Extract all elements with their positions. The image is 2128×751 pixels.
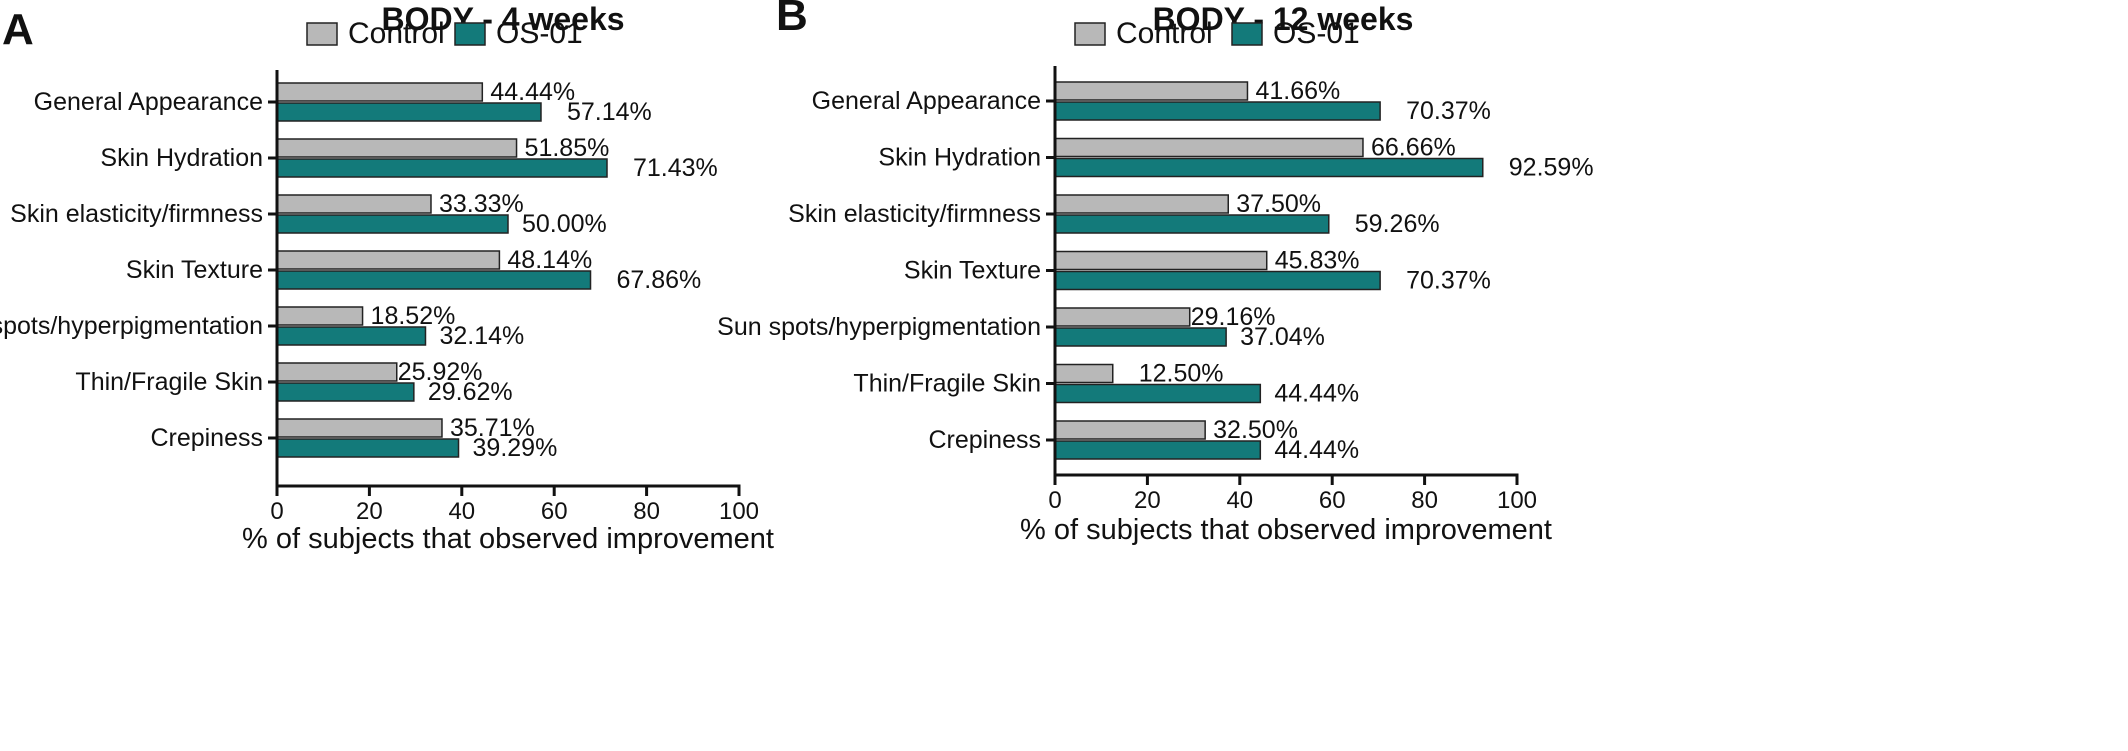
panel-a-title: BODY - 4 weeks — [381, 1, 624, 37]
panel-b-x-tick-label: 20 — [1134, 487, 1161, 514]
panel-a-x-tick-label: 40 — [448, 498, 475, 525]
panel-a-category-label: General Appearance — [34, 88, 263, 116]
panel-a-bar-control — [276, 82, 484, 102]
panel-b-category-label: Skin elasticity/firmness — [788, 200, 1041, 228]
panel-a-data-label: 35.71% — [450, 414, 535, 442]
panel-b-bar-control — [1054, 81, 1249, 101]
panel-b-data-label: 37.50% — [1236, 190, 1321, 218]
panel-b-bar-os01 — [1054, 101, 1381, 121]
panel-a-bar-os01 — [276, 102, 542, 122]
panel-a-data-label: 29.62% — [428, 378, 513, 406]
panel-b-legend-label-0: Control — [1116, 17, 1213, 50]
panel-b-x-tick-label: 60 — [1319, 487, 1346, 514]
panel-b-bar-os01 — [1054, 440, 1262, 460]
panel-b-bar-control — [1054, 363, 1114, 384]
panel-b-data-label: 66.66% — [1371, 134, 1456, 162]
panel-a-bar-os01 — [276, 438, 460, 458]
panel-b-bar-os01 — [1054, 327, 1227, 347]
panel-b-legend-swatch-0 — [1074, 22, 1106, 46]
panel-b-data-label: 59.26% — [1355, 210, 1440, 238]
panel-a-bar-control — [276, 194, 432, 214]
panel-b-data-label: 44.44% — [1274, 436, 1359, 464]
panel-b-x-tick-label: 0 — [1048, 487, 1061, 514]
panel-a-bar-os01 — [276, 158, 608, 178]
panel-b-data-label: 45.83% — [1275, 247, 1360, 275]
panel-a-data-label: 48.14% — [507, 246, 592, 274]
panel-b-data-label: 41.66% — [1255, 77, 1340, 105]
panel-b-bar-control — [1054, 137, 1364, 158]
panel-b-bar-os01 — [1054, 270, 1381, 291]
panel-a-x-tick-label: 0 — [270, 498, 283, 525]
panel-a-x-axis-title: % of subjects that observed improvement — [242, 523, 774, 555]
panel-b-data-label: 70.37% — [1406, 267, 1491, 295]
panel-a-legend-swatch-1 — [454, 22, 486, 46]
panel-a-x-tick-label: 20 — [356, 498, 383, 525]
panel-a-legend-swatch-0 — [306, 22, 338, 46]
panel-b-bar-control — [1054, 250, 1268, 271]
panel-a-data-label: 50.00% — [522, 210, 607, 238]
panel-a-bar-control — [276, 250, 501, 270]
panel-a-data-label: 51.85% — [525, 134, 610, 162]
panel-a-bar-control — [276, 418, 443, 438]
panel-b-x-tick-label: 100 — [1497, 487, 1537, 514]
panel-a-x-tick-label: 100 — [719, 498, 759, 525]
panel-a-bar-os01 — [276, 382, 415, 402]
panel-b-x-axis-title: % of subjects that observed improvement — [1020, 514, 1552, 546]
panel-a-data-label: 57.14% — [567, 98, 652, 126]
panel-a-bar-control — [276, 138, 518, 158]
panel-a-legend-label-0: Control — [348, 17, 445, 50]
panel-a-data-label: 67.86% — [617, 266, 702, 294]
panel-b-x-tick-label: 80 — [1411, 487, 1438, 514]
panel-b-bar-os01 — [1054, 157, 1484, 178]
panel-b-x-tick-label: 40 — [1226, 487, 1253, 514]
panel-a-data-label: 32.14% — [439, 322, 524, 350]
panel-a-bar-control — [276, 306, 364, 326]
panel-a-bar-os01 — [276, 270, 592, 290]
panel-a-category-label: Sun spots/hyperpigmentation — [0, 312, 263, 340]
panel-b-data-label: 29.16% — [1191, 303, 1276, 331]
panel-b-bar-control — [1054, 420, 1206, 440]
panel-b-category-label: Thin/Fragile Skin — [853, 370, 1041, 398]
panel-a-legend-label-1: OS-01 — [496, 17, 583, 50]
panel-b-bar-os01 — [1054, 383, 1262, 404]
panel-a-category-label: Thin/Fragile Skin — [75, 368, 263, 396]
panel-b-category-label: Sun spots/hyperpigmentation — [717, 313, 1041, 341]
panel-a-category-label: Skin Hydration — [100, 144, 263, 172]
panel-a-data-label: 25.92% — [398, 358, 483, 386]
panel-b-letter: B — [776, 0, 808, 40]
panel-b-legend-swatch-1 — [1231, 22, 1263, 46]
panel-b-data-label: 70.37% — [1406, 97, 1491, 125]
panel-b-data-label: 44.44% — [1274, 380, 1359, 408]
panel-a-category-label: Crepiness — [150, 424, 263, 452]
panel-a-data-label: 71.43% — [633, 154, 718, 182]
panel-b-bar-os01 — [1054, 214, 1330, 234]
panel-b-data-label: 37.04% — [1240, 323, 1325, 351]
panel-a-x-tick-label: 60 — [541, 498, 568, 525]
panel-b-category-label: General Appearance — [812, 87, 1041, 115]
panel-a-category-label: Skin Texture — [126, 256, 263, 284]
panel-b-data-label: 32.50% — [1213, 416, 1298, 444]
panel-a-letter: A — [2, 5, 34, 54]
panel-b-bar-control — [1054, 194, 1229, 214]
panel-b-category-label: Crepiness — [928, 426, 1041, 454]
panel-b-title: BODY - 12 weeks — [1153, 1, 1414, 37]
panel-a-category-label: Skin elasticity/firmness — [10, 200, 263, 228]
panel-b-bar-control — [1054, 307, 1191, 327]
panel-b-category-label: Skin Texture — [904, 257, 1041, 285]
panel-a-bar-os01 — [276, 214, 509, 234]
panel-a-data-label: 39.29% — [473, 434, 558, 462]
panel-a-x-tick-label: 80 — [633, 498, 660, 525]
panel-a-data-label: 18.52% — [371, 302, 456, 330]
panel-b-data-label: 92.59% — [1509, 154, 1594, 182]
panel-a-bar-os01 — [276, 326, 427, 346]
panel-b-category-label: Skin Hydration — [878, 144, 1041, 172]
panel-a-data-label: 33.33% — [439, 190, 524, 218]
panel-b-data-label: 12.50% — [1139, 360, 1224, 388]
panel-b-legend-label-1: OS-01 — [1273, 17, 1360, 50]
panel-a-bar-control — [276, 362, 398, 382]
panel-a-data-label: 44.44% — [490, 78, 575, 106]
